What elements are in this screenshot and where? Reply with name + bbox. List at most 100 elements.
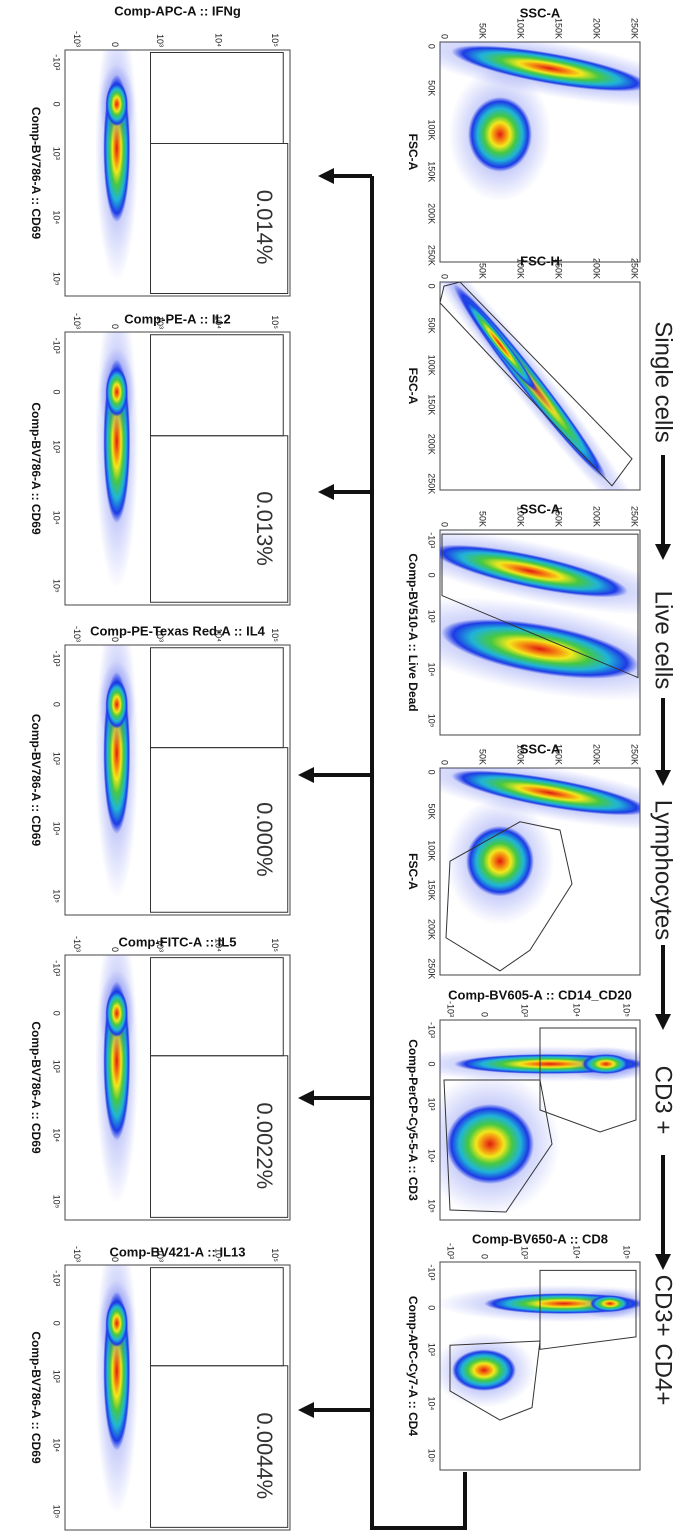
y-tick-label: 50K: [427, 80, 437, 96]
gate-label: Lymphocytes: [650, 800, 677, 941]
y-tick-label: 10⁵: [52, 272, 62, 286]
x-tick-label: 10⁴: [572, 1003, 582, 1017]
density: [95, 50, 139, 282]
y-tick-label: 10⁴: [52, 511, 62, 525]
x-tick-label: 0: [480, 1012, 490, 1017]
x-axis-label: Comp-BV650-A :: CD8: [472, 1231, 608, 1246]
gate: [539, 1269, 637, 1350]
x-tick-label: 150K: [554, 18, 564, 39]
gate: [539, 1027, 637, 1133]
density-blob: [468, 96, 532, 172]
y-tick-label: 100K: [427, 840, 437, 861]
gate-label: CD3+ CD4+: [650, 1275, 677, 1406]
flow-plot: [439, 767, 641, 976]
y-tick-label: -10³: [427, 1022, 437, 1038]
y-tick-label: 0: [427, 1061, 437, 1066]
density-blob: [462, 296, 538, 392]
y-tick-label: -10³: [52, 1270, 62, 1286]
y-tick-label: 0: [427, 1305, 437, 1310]
y-tick-label: 10⁵: [52, 1505, 62, 1519]
x-tick-label: 150K: [554, 744, 564, 765]
x-tick-label: 150K: [554, 258, 564, 279]
x-tick-label: 50K: [478, 511, 488, 527]
x-tick-label: 10⁴: [214, 628, 224, 642]
x-tick-label: 10³: [520, 1246, 530, 1259]
x-tick-label: 10⁴: [214, 315, 224, 329]
flow-plot: [439, 1261, 641, 1471]
y-tick-label: 50K: [427, 318, 437, 334]
x-tick-label: 10⁵: [270, 628, 280, 642]
y-axis-label: Comp-BV786-A :: CD69: [29, 1021, 43, 1154]
y-tick-label: 10³: [52, 1370, 62, 1383]
flow-plot: [64, 644, 291, 916]
gate-label: Single cells: [650, 321, 677, 442]
x-tick-label: -10³: [446, 1001, 456, 1017]
x-tick-label: 0: [440, 274, 450, 279]
gate-label: CD3 +: [650, 1066, 677, 1135]
y-tick-label: 0: [52, 1321, 62, 1326]
y-tick-label: 250K: [427, 958, 437, 979]
y-tick-label: 200K: [427, 203, 437, 224]
y-tick-label: -10³: [52, 54, 62, 70]
x-axis-label: Comp-BV605-A :: CD14_CD20: [448, 987, 632, 1002]
y-tick-label: 10³: [52, 440, 62, 453]
y-axis-label: Comp-APC-Cy7-A :: CD4: [406, 1296, 420, 1437]
plot-title: Comp-APC-A :: IFNg: [114, 3, 241, 18]
gate-percent: 0.013%: [252, 491, 277, 566]
x-tick-label: 250K: [630, 744, 640, 765]
density-blob: [466, 825, 534, 897]
y-tick-label: 10³: [52, 1060, 62, 1073]
y-tick-label: 0: [52, 390, 62, 395]
y-tick-label: 0: [427, 44, 437, 49]
x-tick-label: 250K: [630, 18, 640, 39]
flow-plot: [64, 331, 291, 606]
x-tick-label: 10⁴: [214, 938, 224, 952]
density-blob: [451, 45, 640, 92]
y-tick-label: 0: [427, 284, 437, 289]
y-tick-label: 10⁴: [52, 1128, 62, 1142]
y-tick-label: 200K: [427, 434, 437, 455]
gate-percent: 0.0044%: [252, 1412, 277, 1499]
density: [95, 332, 139, 589]
y-tick-label: 200K: [427, 919, 437, 940]
y-tick-label: 10³: [52, 147, 62, 160]
plot-title: Comp-BV421-A :: IL13: [109, 1244, 245, 1259]
flow-plot: [439, 281, 641, 491]
x-axis-label: SSC-A: [520, 501, 561, 516]
y-tick-label: -10³: [427, 1264, 437, 1280]
density-blob: [105, 367, 128, 417]
x-tick-label: 10³: [155, 629, 165, 642]
density: [440, 530, 640, 701]
x-tick-label: 0: [110, 637, 120, 642]
flow-plot: [64, 1264, 291, 1531]
x-tick-label: 0: [110, 947, 120, 952]
y-axis-label: FSC-A: [406, 368, 420, 405]
y-tick-label: 100K: [427, 119, 437, 140]
y-axis-label: Comp-BV786-A :: CD69: [29, 714, 43, 847]
x-tick-label: 0: [110, 42, 120, 47]
density: [95, 1265, 139, 1515]
x-tick-label: 200K: [592, 258, 602, 279]
x-tick-label: 200K: [592, 18, 602, 39]
x-tick-label: 10⁵: [270, 1248, 280, 1262]
y-tick-label: 10⁴: [52, 210, 62, 224]
y-tick-label: 10⁴: [52, 1438, 62, 1452]
density-blob: [440, 544, 628, 598]
y-tick-label: 150K: [427, 880, 437, 901]
density: [440, 42, 640, 202]
x-tick-label: 10⁵: [270, 938, 280, 952]
y-tick-label: 10⁵: [427, 1199, 437, 1213]
gate: [443, 1079, 553, 1213]
y-tick-label: 150K: [427, 394, 437, 415]
plot-title: Comp-PE-Texas Red-A :: IL4: [90, 623, 266, 638]
density-blob: [582, 1054, 630, 1074]
density-blob: [105, 81, 128, 127]
y-axis-label: Comp-PerCP-Cy5-5-A :: CD3: [406, 1039, 420, 1201]
x-tick-label: 10⁵: [270, 315, 280, 329]
gate: [150, 142, 289, 295]
plot-title: Comp-PE-A :: IL2: [124, 311, 230, 326]
x-tick-label: 150K: [554, 506, 564, 527]
x-tick-label: 10⁴: [572, 1245, 582, 1259]
y-tick-label: 10⁵: [52, 579, 62, 593]
